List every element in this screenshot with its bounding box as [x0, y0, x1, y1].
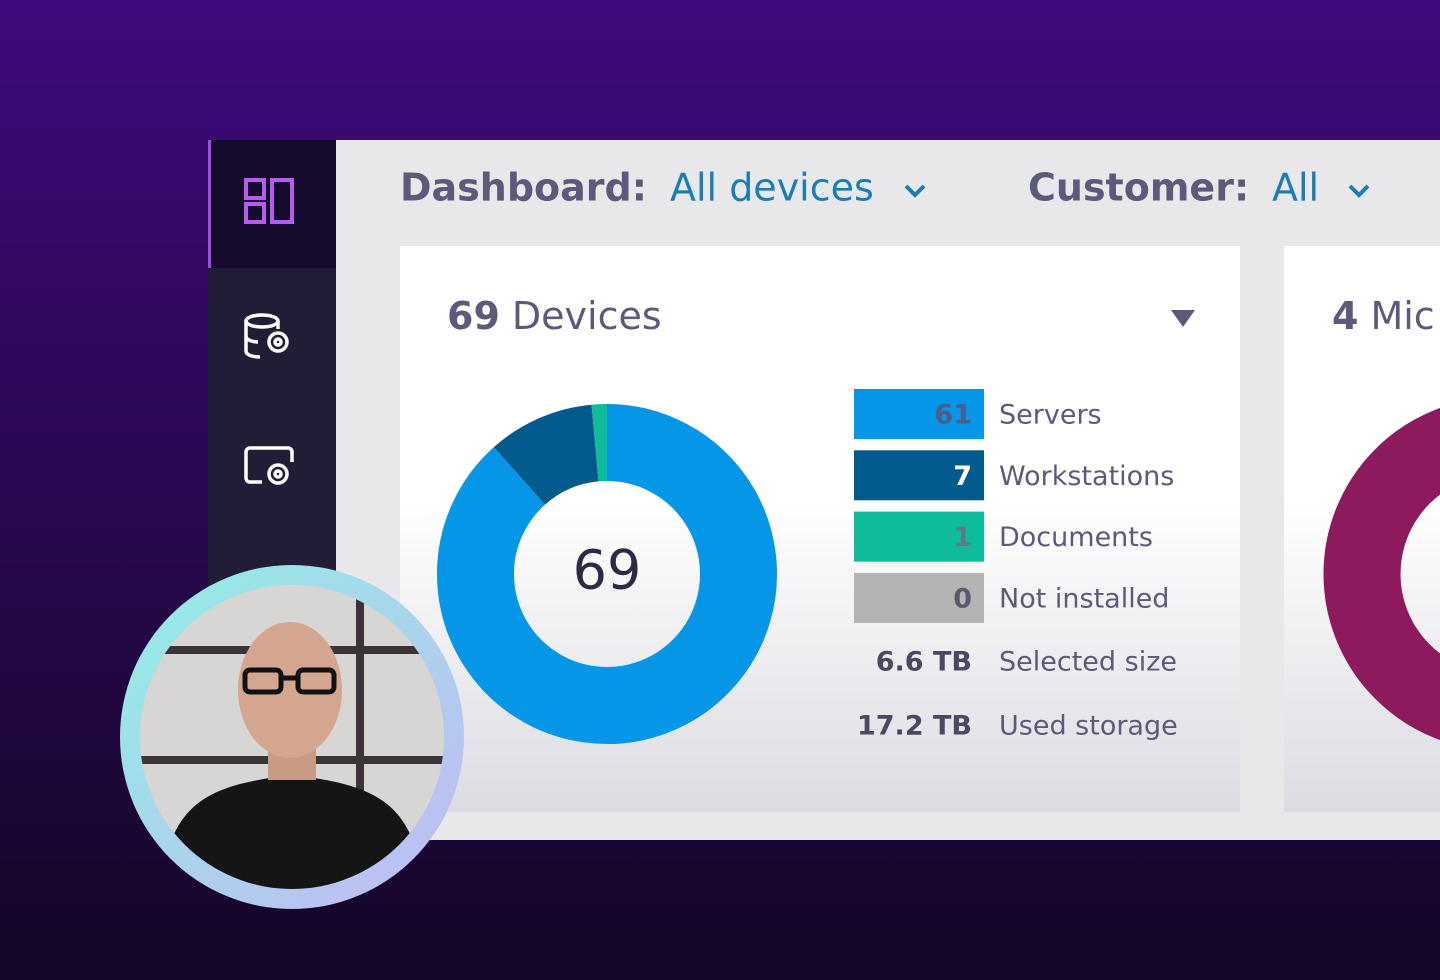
- dashboard-label: Dashboard:: [400, 166, 647, 210]
- card2-count: 4: [1332, 294, 1358, 338]
- legend-swatch: [854, 572, 984, 623]
- legend-swatch: [854, 389, 984, 439]
- active-indicator: [208, 140, 211, 268]
- glasses: [242, 667, 337, 695]
- card-title: 69 Devices: [447, 294, 662, 338]
- legend-label: Documents: [999, 522, 1153, 553]
- legend-label: Workstations: [999, 461, 1174, 492]
- card2-title-text: Mic: [1370, 294, 1434, 338]
- dashboard-select[interactable]: All devices: [670, 166, 874, 210]
- legend-label: Not installed: [999, 583, 1169, 614]
- legend-value: 0: [953, 583, 972, 614]
- presenter-video: [120, 565, 464, 909]
- donut: [437, 404, 777, 744]
- legend-swatch: [854, 450, 984, 501]
- legend-value: 1: [953, 522, 972, 553]
- card2-title: 4 Mic: [1332, 294, 1435, 338]
- legend-label: Servers: [999, 400, 1102, 431]
- shirt: [160, 775, 424, 889]
- donut-segment: [591, 404, 608, 482]
- donut-segment: [437, 404, 777, 744]
- stat-value: 6.6 TB: [876, 647, 972, 678]
- stat-value: 17.2 TB: [857, 711, 972, 742]
- legend-value: 61: [934, 400, 972, 431]
- head: [238, 622, 342, 758]
- stat-label: Selected size: [999, 647, 1177, 678]
- chevron[interactable]: [1348, 184, 1370, 198]
- device-settings-icon[interactable]: [244, 446, 294, 485]
- legend-value: 7: [953, 461, 972, 492]
- database-settings-icon[interactable]: [244, 313, 289, 359]
- dashboard-icon[interactable]: [244, 178, 294, 224]
- card-title-text: Devices: [512, 294, 662, 338]
- customer-label: Customer:: [1028, 166, 1249, 210]
- stat-label: Used storage: [999, 711, 1178, 742]
- donut-center: 69: [573, 539, 642, 602]
- legend-swatch: [854, 511, 984, 562]
- legend: 61 Servers 7 Workstations 1 Documents 0 Not ins…: [854, 389, 1178, 742]
- customer-select[interactable]: All: [1272, 166, 1319, 210]
- donut-segment: [493, 404, 600, 506]
- card-count: 69: [447, 294, 500, 338]
- second-donut: [1323, 408, 1440, 740]
- card-menu[interactable]: [1171, 310, 1195, 327]
- chevron[interactable]: [904, 184, 926, 198]
